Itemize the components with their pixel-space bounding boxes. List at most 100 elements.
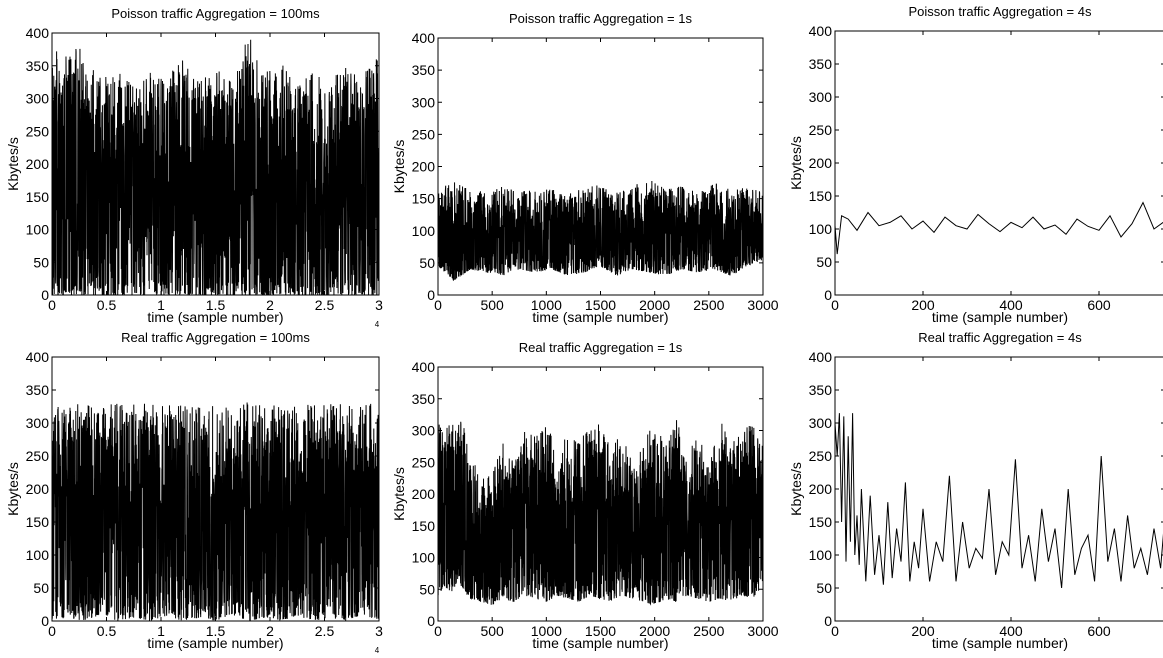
x-tick-label: 2.5 (315, 297, 335, 313)
y-tick-label: 400 (26, 349, 50, 365)
x-tick-label: 0.5 (97, 623, 117, 639)
series-line (835, 413, 1163, 589)
x-exponent-label: 4 (375, 646, 380, 655)
y-axis-label: Kbytes/s (391, 467, 407, 521)
y-tick-label: 200 (26, 481, 50, 497)
y-tick-label: 300 (809, 415, 833, 431)
chart-title: Real traffic Aggregation = 1s (519, 340, 683, 355)
x-tick-label: 1500 (585, 297, 616, 313)
y-tick-label: 50 (33, 580, 49, 596)
y-tick-label: 250 (412, 126, 436, 142)
chart-title: Poisson traffic Aggregation = 1s (509, 11, 692, 26)
x-tick-label: 0 (434, 297, 442, 313)
y-tick-label: 300 (809, 89, 833, 105)
y-tick-label: 150 (26, 514, 50, 530)
series-line (438, 420, 763, 606)
x-tick-label: 0.5 (97, 297, 117, 313)
y-tick-label: 250 (809, 122, 833, 138)
y-tick-label: 50 (816, 580, 832, 596)
y-tick-label: 400 (26, 25, 50, 41)
x-tick-label: 400 (999, 623, 1023, 639)
y-tick-label: 150 (809, 188, 833, 204)
x-tick-label: 200 (911, 623, 935, 639)
y-tick-label: 200 (412, 486, 436, 502)
y-tick-label: 350 (26, 58, 50, 74)
y-tick-label: 100 (26, 547, 50, 563)
y-tick-label: 0 (41, 287, 49, 303)
x-tick-label: 2.5 (315, 623, 335, 639)
x-tick-label: 0 (48, 623, 56, 639)
chart-title: Real traffic Aggregation = 100ms (121, 330, 310, 345)
y-tick-label: 200 (412, 159, 436, 175)
chart-title: Poisson traffic Aggregation = 4s (909, 4, 1092, 19)
x-tick-label: 500 (480, 297, 504, 313)
y-tick-label: 350 (809, 56, 833, 72)
series-line (438, 180, 763, 282)
series-line (52, 402, 379, 621)
y-tick-label: 50 (419, 581, 435, 597)
x-tick-label: 2 (266, 297, 274, 313)
y-tick-label: 400 (809, 349, 833, 365)
y-tick-label: 250 (26, 123, 50, 139)
x-tick-label: 500 (480, 623, 504, 639)
x-tick-label: 600 (1087, 297, 1111, 313)
y-tick-label: 250 (809, 448, 833, 464)
x-tick-label: 3 (375, 623, 383, 639)
panel-3: 0 50 100 150 200 250 300 350 400 0 200 400 600 Poisso… (788, 4, 1163, 325)
y-tick-label: 50 (419, 255, 435, 271)
panel-5: 0 50 100 150 200 250 300 350 400 0 500 1000 1500 2000… (391, 340, 779, 651)
x-tick-label: 1000 (531, 623, 562, 639)
y-tick-label: 100 (809, 221, 833, 237)
x-axis-label: time (sample number) (932, 635, 1068, 651)
x-exponent-label: 4 (375, 320, 380, 329)
x-tick-label: 0 (48, 297, 56, 313)
y-tick-label: 0 (427, 613, 435, 629)
x-axis-label: time (sample number) (147, 635, 283, 651)
y-tick-label: 250 (412, 454, 436, 470)
x-tick-label: 1000 (531, 297, 562, 313)
x-tick-label: 2 (266, 623, 274, 639)
y-tick-label: 100 (412, 550, 436, 566)
y-axis-label: Kbytes/s (788, 136, 804, 190)
y-tick-label: 50 (33, 254, 49, 270)
y-tick-label: 100 (412, 223, 436, 239)
y-tick-label: 400 (412, 30, 436, 46)
y-tick-label: 400 (412, 359, 436, 375)
y-tick-label: 350 (412, 62, 436, 78)
y-tick-label: 200 (26, 156, 50, 172)
x-axis-label: time (sample number) (532, 309, 668, 325)
panel-1: 0 50 100 150 200 250 300 350 400 0 0.5 1 1.5 2 2.5 3 4 Po… (5, 6, 383, 329)
x-tick-label: 0 (831, 623, 839, 639)
x-tick-label: 1.5 (206, 297, 226, 313)
y-tick-label: 200 (809, 155, 833, 171)
y-tick-label: 250 (26, 448, 50, 464)
y-tick-label: 350 (26, 382, 50, 398)
x-tick-label: 600 (1087, 623, 1111, 639)
series-line (835, 201, 1163, 255)
x-tick-label: 2500 (693, 297, 724, 313)
x-tick-label: 3000 (747, 623, 778, 639)
x-tick-label: 400 (999, 297, 1023, 313)
x-tick-label: 1500 (585, 623, 616, 639)
panel-2: 0 50 100 150 200 250 300 350 400 0 500 1000 1500 2000… (391, 11, 779, 325)
y-axis-label: Kbytes/s (391, 140, 407, 194)
y-tick-label: 300 (26, 91, 50, 107)
x-tick-label: 2000 (639, 623, 670, 639)
y-tick-label: 150 (412, 518, 436, 534)
x-tick-label: 3000 (747, 297, 778, 313)
x-axis-label: time (sample number) (932, 309, 1068, 325)
x-tick-label: 3 (375, 297, 383, 313)
y-tick-label: 50 (816, 254, 832, 270)
y-tick-label: 300 (26, 415, 50, 431)
x-tick-label: 1 (157, 297, 165, 313)
x-tick-label: 1 (157, 623, 165, 639)
x-axis-label: time (sample number) (532, 635, 668, 651)
y-tick-label: 150 (412, 191, 436, 207)
y-tick-label: 300 (412, 94, 436, 110)
panel-4: 0 50 100 150 200 250 300 350 400 0 0.5 1 1.5 2 2.5 3 4 Re… (5, 330, 383, 655)
y-axis-label: Kbytes/s (5, 137, 21, 191)
y-tick-label: 0 (824, 287, 832, 303)
x-tick-label: 2500 (693, 623, 724, 639)
panel-6: 0 50 100 150 200 250 300 350 400 0 200 400 600 Real t… (788, 330, 1163, 651)
x-tick-label: 0 (831, 297, 839, 313)
